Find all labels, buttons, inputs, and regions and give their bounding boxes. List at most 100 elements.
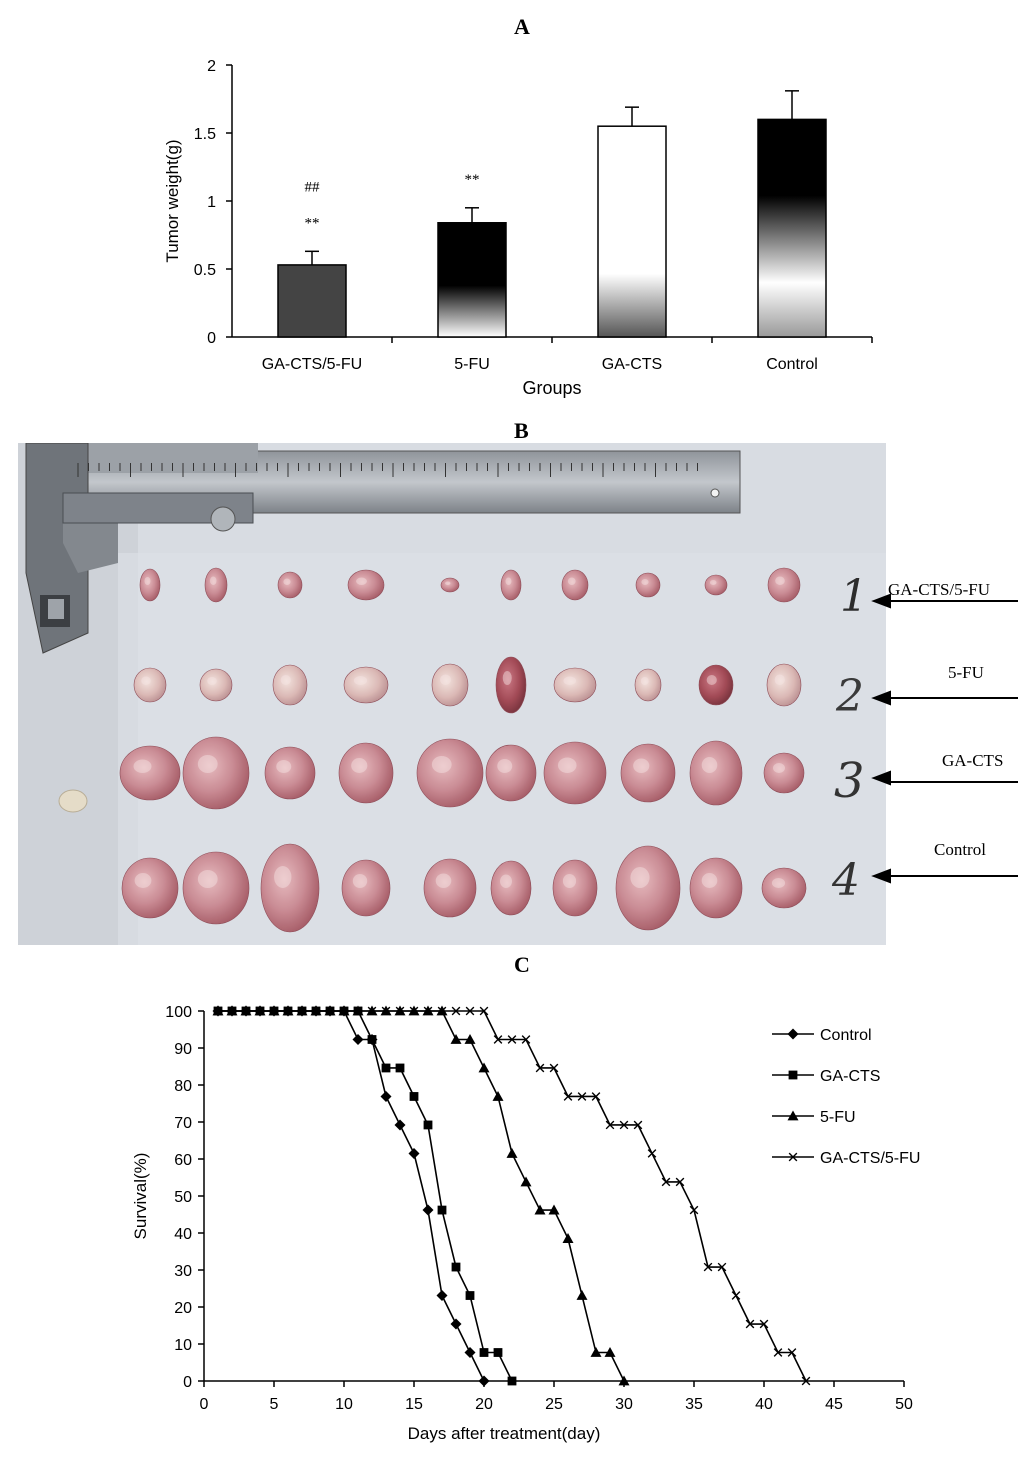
y-tick-label: 80 <box>174 1078 192 1095</box>
data-point <box>241 1006 251 1016</box>
tumor-specimen <box>431 663 469 707</box>
data-point <box>352 1033 364 1045</box>
tumor-specimen <box>490 860 532 916</box>
tumor-specimen <box>766 663 802 707</box>
y-tick-label: 50 <box>174 1189 192 1206</box>
data-point <box>788 1152 798 1162</box>
legend-entry: 5-FU <box>772 1109 856 1126</box>
series-ga-cts <box>213 1006 517 1386</box>
data-point <box>787 1028 799 1040</box>
significance-mark: ** <box>305 215 320 231</box>
y-tick-label: 60 <box>174 1152 192 1169</box>
tumor-specimen <box>119 745 181 801</box>
data-point <box>520 1176 532 1187</box>
data-point <box>745 1319 755 1329</box>
data-point <box>423 1120 433 1130</box>
data-point <box>395 1063 405 1073</box>
data-point <box>717 1262 727 1272</box>
data-point <box>591 1092 601 1101</box>
data-point <box>549 1063 559 1073</box>
row-number-3: 3 <box>834 753 865 809</box>
tumor-specimen <box>485 744 537 802</box>
legend-label: Control <box>820 1027 872 1044</box>
data-point <box>618 1375 630 1386</box>
y-tick-label: 0.5 <box>194 262 216 279</box>
tumor-specimen <box>416 738 484 808</box>
data-point <box>451 1262 461 1272</box>
legend-label: GA-CTS/5-FU <box>820 1150 920 1167</box>
data-point <box>773 1348 783 1357</box>
data-point <box>548 1204 560 1215</box>
data-point <box>787 1110 799 1121</box>
data-point <box>451 1006 461 1016</box>
data-point <box>577 1092 587 1101</box>
data-point <box>479 1006 489 1016</box>
panel-b-letter: B <box>514 418 529 443</box>
tumor-specimen <box>260 843 320 933</box>
tumor-photograph: 1 2 3 4 <box>18 443 886 945</box>
x-tick-label: 15 <box>405 1396 423 1413</box>
y-axis-label: Survival(%) <box>131 1153 150 1240</box>
caliper-ruler <box>25 443 741 654</box>
data-point <box>731 1291 741 1300</box>
x-tick-label: 30 <box>615 1396 633 1413</box>
x-tick-label: Control <box>766 356 818 373</box>
series-line <box>218 1010 625 1382</box>
data-point <box>409 1092 419 1101</box>
data-point <box>437 1006 447 1016</box>
data-point <box>478 1062 490 1073</box>
data-point <box>423 1006 433 1016</box>
data-point <box>367 1006 377 1016</box>
tumor-specimen <box>277 571 303 599</box>
row-number-4: 4 <box>832 855 860 906</box>
data-point <box>493 1035 503 1044</box>
data-point <box>409 1006 419 1016</box>
data-point <box>689 1205 699 1215</box>
data-point <box>465 1291 475 1300</box>
data-point <box>464 1347 476 1359</box>
y-tick-label: 90 <box>174 1041 192 1058</box>
panel-c-letter: C <box>514 952 530 977</box>
y-tick-label: 1 <box>207 194 216 211</box>
tumor-specimen <box>543 741 607 805</box>
data-point <box>283 1006 293 1016</box>
significance-mark: ## <box>305 179 321 195</box>
data-point <box>381 1063 391 1073</box>
tumor-specimen <box>272 664 308 706</box>
data-point <box>450 1318 462 1330</box>
tumor-specimen <box>121 857 179 919</box>
x-axis-label: Days after treatment(day) <box>408 1424 601 1443</box>
x-tick-label: 20 <box>475 1396 493 1413</box>
tumor-specimen <box>204 567 228 603</box>
x-axis-label: Groups <box>522 378 581 398</box>
tumor-specimen <box>634 668 662 702</box>
data-point <box>255 1006 265 1016</box>
data-point <box>507 1035 517 1044</box>
data-point <box>787 1348 797 1357</box>
bar <box>757 118 827 338</box>
panel-a-letter: A <box>514 14 530 39</box>
tumor-specimen <box>338 742 394 804</box>
data-point <box>675 1177 685 1187</box>
x-tick-label: 10 <box>335 1396 353 1413</box>
x-tick-label: GA-CTS <box>602 356 662 373</box>
y-tick-label: 30 <box>174 1263 192 1280</box>
tumor-specimen <box>264 746 316 800</box>
tumor-specimen <box>620 743 676 803</box>
series-line <box>218 1010 807 1382</box>
data-point <box>590 1347 602 1357</box>
tumor-specimen <box>500 569 522 601</box>
data-point <box>325 1006 335 1016</box>
data-point <box>661 1177 671 1187</box>
data-point <box>619 1120 629 1130</box>
tumor-specimen <box>133 667 167 703</box>
legend-label: GA-CTS <box>820 1068 880 1085</box>
row-number-2: 2 <box>836 671 864 722</box>
tumor-specimen <box>343 666 389 704</box>
data-point <box>576 1290 588 1300</box>
data-point <box>563 1092 573 1101</box>
tumor-specimen <box>552 859 598 917</box>
tumor-rows <box>119 567 807 933</box>
data-point <box>534 1204 546 1215</box>
series-line <box>218 1010 513 1382</box>
